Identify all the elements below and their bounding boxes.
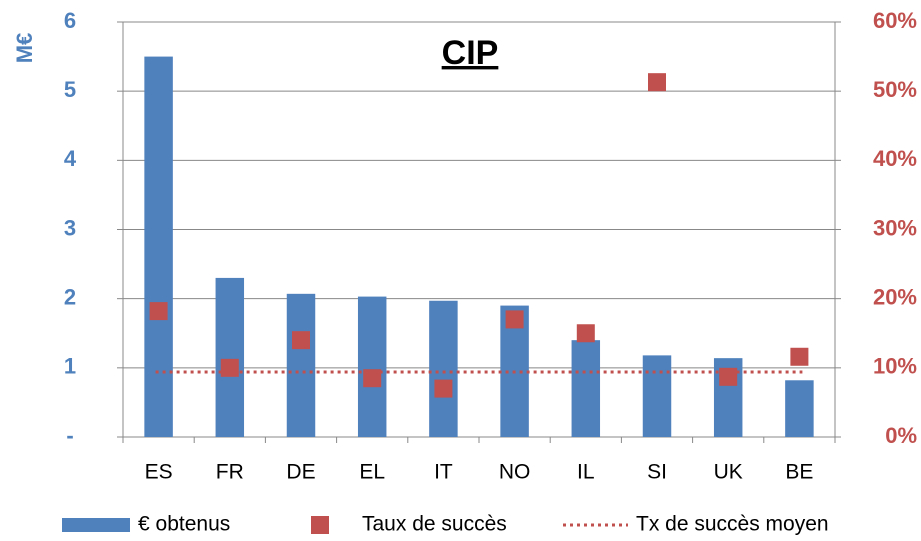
y2-tick-label: 10% xyxy=(873,354,917,379)
x-tick-label: SI xyxy=(647,461,667,484)
legend-label: Taux de succès xyxy=(362,513,507,536)
y2-tick-label: 30% xyxy=(873,215,917,240)
bar xyxy=(785,380,814,437)
x-tick-label: EL xyxy=(359,461,385,484)
y-tick-label: 3 xyxy=(64,215,76,240)
y2-tick-label: 20% xyxy=(873,284,917,309)
bar xyxy=(429,300,458,437)
marker xyxy=(149,302,168,321)
bar xyxy=(642,355,672,437)
y-axis-label: M€ xyxy=(12,33,37,64)
marker xyxy=(648,73,666,92)
x-tick-label: IT xyxy=(434,461,453,484)
chart-title: CIP xyxy=(442,34,499,72)
legend-label: Tx de succès moyen xyxy=(636,513,829,536)
y-tick-label: 2 xyxy=(64,284,76,309)
marker xyxy=(719,367,738,386)
y-tick-label: 1 xyxy=(64,354,76,379)
bar xyxy=(571,340,601,437)
marker xyxy=(505,310,524,329)
legend-swatch xyxy=(311,516,329,534)
legend-label: € obtenus xyxy=(138,513,230,536)
y2-tick-label: 60% xyxy=(873,8,917,33)
marker xyxy=(292,331,310,350)
x-tick-label: FR xyxy=(216,461,244,484)
y-tick-label: 6 xyxy=(64,8,76,33)
x-tick-label: IL xyxy=(577,461,595,484)
x-tick-label: UK xyxy=(714,461,743,484)
marker xyxy=(790,347,809,366)
y-tick-label: 4 xyxy=(64,146,77,171)
y-tick-label: 5 xyxy=(64,77,76,102)
bar xyxy=(357,296,387,437)
bar xyxy=(144,56,173,437)
marker xyxy=(434,379,453,398)
y2-tick-label: 0% xyxy=(885,423,917,448)
x-tick-label: DE xyxy=(286,461,315,484)
y2-tick-label: 40% xyxy=(873,146,917,171)
x-tick-label: NO xyxy=(499,461,531,484)
legend-swatch xyxy=(62,518,130,532)
marker xyxy=(220,358,239,377)
marker xyxy=(576,324,595,343)
x-tick-label: ES xyxy=(145,461,173,484)
bar xyxy=(286,293,316,437)
bar xyxy=(215,277,245,437)
y-tick-label: - xyxy=(66,423,73,448)
x-tick-label: BE xyxy=(785,461,813,484)
marker xyxy=(363,369,382,388)
y2-tick-label: 50% xyxy=(873,77,917,102)
